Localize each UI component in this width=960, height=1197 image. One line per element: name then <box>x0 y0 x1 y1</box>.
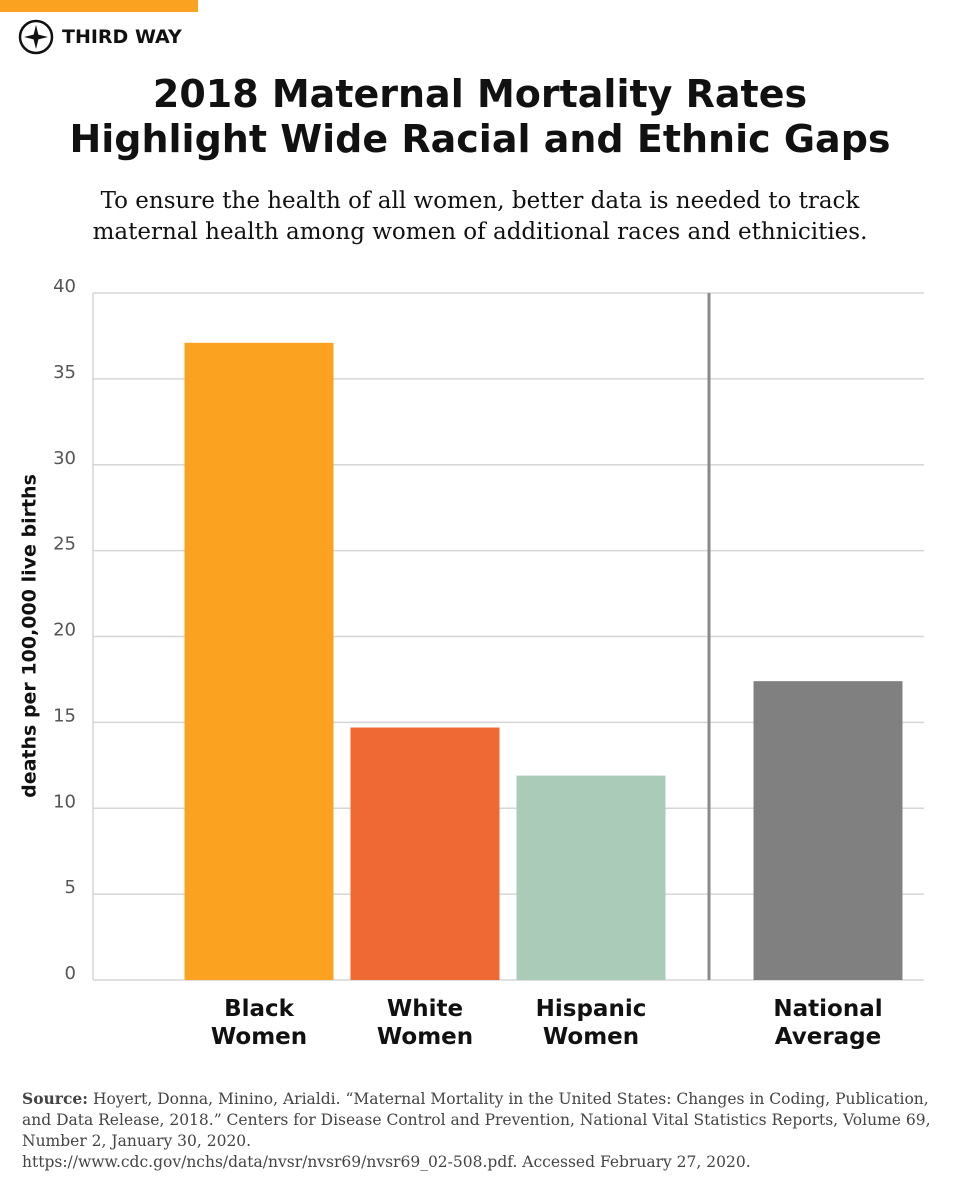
y-axis-label: deaths per 100,000 live births <box>19 474 41 798</box>
y-tick-label: 40 <box>53 276 76 297</box>
source: Source: Hoyert, Donna, Minino, Arialdi. … <box>22 1088 947 1173</box>
y-tick-label: 10 <box>53 791 76 812</box>
y-tick-label: 5 <box>65 877 76 898</box>
y-tick-label: 35 <box>53 362 76 383</box>
bar <box>753 681 903 980</box>
bar <box>350 727 500 980</box>
x-tick-label: National Average <box>773 996 883 1050</box>
bar <box>184 342 334 980</box>
y-tick-label: 0 <box>65 963 76 984</box>
source-label: Source: <box>22 1089 88 1108</box>
logo <box>18 19 54 55</box>
y-tick-label: 30 <box>53 448 76 469</box>
source-link: https://www.cdc.gov/nchs/data/nvsr/nvsr6… <box>22 1153 751 1171</box>
chart-subtitle: To ensure the health of all women, bette… <box>92 188 868 245</box>
source-text: Hoyert, Donna, Minino, Arialdi. “Materna… <box>22 1090 931 1150</box>
chart-title: 2018 Maternal Mortality Rates Highlight … <box>69 72 891 161</box>
y-tick-label: 20 <box>53 620 76 641</box>
brand: THIRD WAY <box>62 26 182 48</box>
bar <box>516 775 666 980</box>
y-tick-label: 15 <box>53 705 76 726</box>
y-tick-label: 25 <box>53 534 76 555</box>
x-tick-label: White Women <box>376 996 474 1050</box>
x-tick-label: Black Women <box>210 996 308 1050</box>
x-tick-label: Hispanic Women <box>535 996 647 1050</box>
accent-bar <box>0 0 198 12</box>
